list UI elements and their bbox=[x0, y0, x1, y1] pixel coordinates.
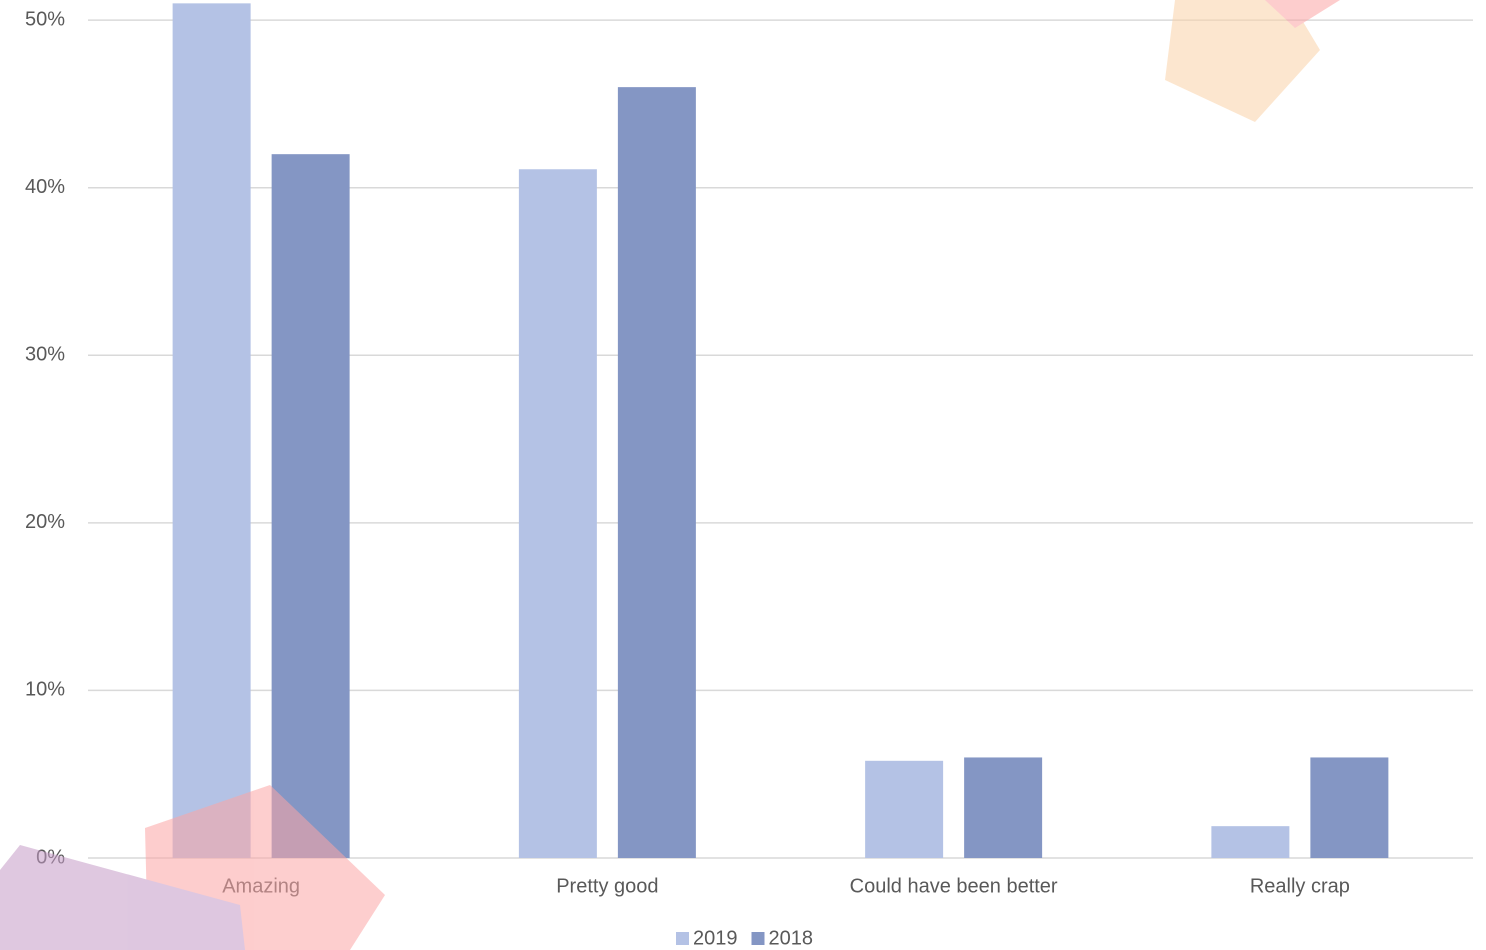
bar bbox=[617, 87, 696, 858]
decor-shape bbox=[1265, 0, 1340, 28]
bar bbox=[964, 757, 1043, 858]
y-tick-label: 10% bbox=[25, 679, 65, 701]
x-tick-label: Really crap bbox=[1250, 875, 1350, 897]
decor-shape bbox=[0, 845, 245, 950]
legend-swatch bbox=[751, 932, 765, 945]
bar bbox=[518, 169, 597, 858]
plot-area: 0%10%20%30%40%50%AmazingPretty goodCould… bbox=[25, 3, 1473, 897]
x-tick-label: Pretty good bbox=[556, 875, 658, 897]
bar bbox=[1211, 826, 1290, 858]
legend-label: 2019 bbox=[693, 927, 738, 949]
decor-shape bbox=[1165, 0, 1320, 122]
y-tick-label: 30% bbox=[25, 344, 65, 366]
legend-swatch bbox=[676, 932, 689, 945]
bar bbox=[1310, 757, 1389, 858]
bar bbox=[172, 3, 251, 858]
legend-label: 2018 bbox=[769, 927, 814, 949]
y-tick-label: 50% bbox=[25, 8, 65, 30]
decoration bbox=[0, 0, 1340, 950]
x-tick-label: Could have been better bbox=[850, 875, 1058, 897]
y-tick-label: 40% bbox=[25, 176, 65, 198]
bar bbox=[865, 760, 944, 858]
bar bbox=[271, 154, 350, 858]
y-tick-label: 20% bbox=[25, 511, 65, 533]
legend: 2019 2018 bbox=[676, 927, 813, 949]
